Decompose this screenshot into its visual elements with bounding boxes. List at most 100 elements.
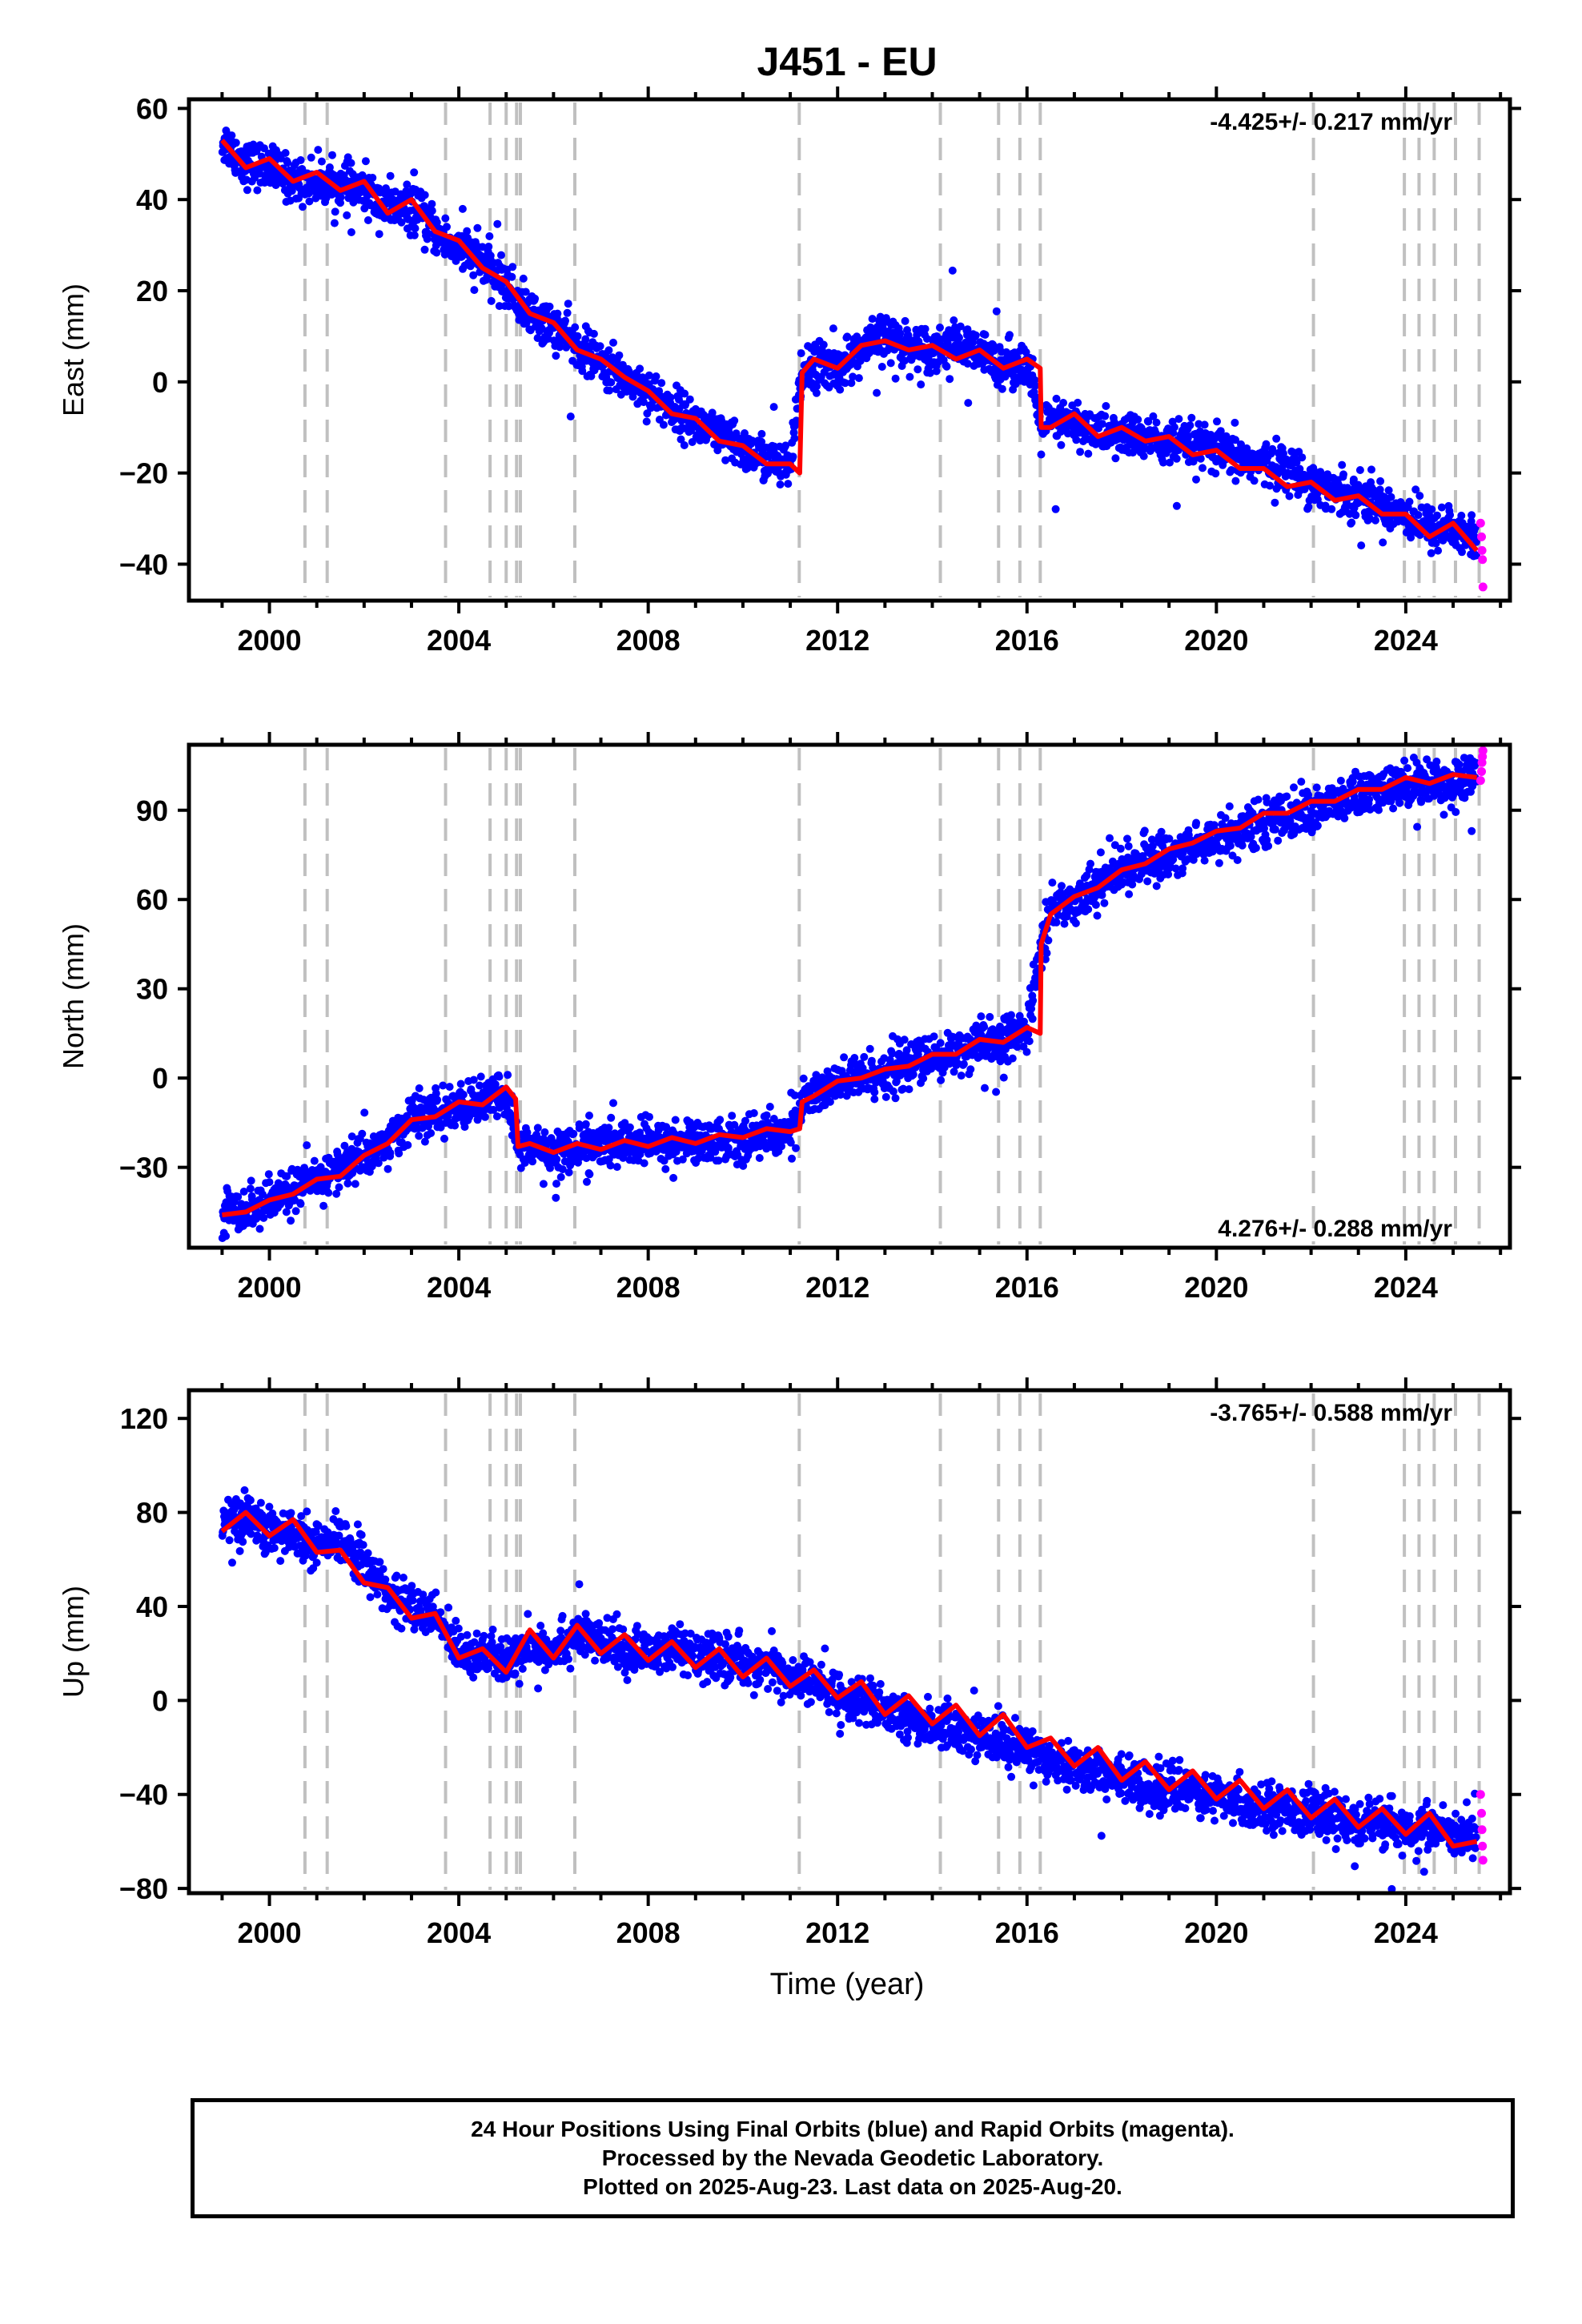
data-point bbox=[1164, 870, 1173, 879]
data-point bbox=[905, 372, 914, 381]
data-point bbox=[1231, 418, 1239, 427]
data-point bbox=[508, 272, 516, 281]
data-point bbox=[533, 334, 542, 343]
data-point bbox=[310, 1156, 319, 1165]
data-point bbox=[765, 1103, 774, 1111]
data-point bbox=[1052, 394, 1061, 403]
data-point bbox=[1351, 511, 1360, 520]
data-point bbox=[917, 380, 926, 389]
data-point bbox=[519, 274, 528, 283]
data-point bbox=[1091, 900, 1100, 909]
data-point bbox=[411, 224, 420, 233]
data-point bbox=[1457, 511, 1466, 520]
data-point bbox=[860, 1052, 869, 1061]
data-point bbox=[317, 157, 326, 166]
data-point bbox=[1283, 792, 1291, 801]
data-point bbox=[1468, 511, 1476, 520]
data-point bbox=[583, 1177, 591, 1186]
data-point bbox=[253, 186, 262, 195]
data-point bbox=[443, 223, 451, 231]
data-point bbox=[440, 1134, 448, 1143]
data-point bbox=[410, 231, 419, 239]
x-tick-label: 2020 bbox=[1184, 624, 1248, 657]
data-point bbox=[1058, 882, 1066, 891]
data-point bbox=[1414, 511, 1423, 520]
data-point bbox=[1074, 398, 1082, 407]
data-point bbox=[458, 204, 467, 213]
data-point bbox=[291, 1207, 300, 1216]
data-point bbox=[493, 219, 502, 228]
data-point bbox=[790, 434, 799, 443]
data-point bbox=[347, 159, 355, 167]
data-point bbox=[822, 381, 831, 390]
data-point bbox=[1096, 848, 1105, 857]
data-point bbox=[636, 364, 644, 373]
data-point bbox=[1072, 436, 1081, 444]
data-point bbox=[930, 1032, 938, 1041]
figure-title: J451 - EU bbox=[757, 39, 937, 84]
data-point bbox=[485, 232, 494, 240]
data-point bbox=[358, 1129, 367, 1138]
data-point bbox=[607, 1113, 616, 1122]
data-point bbox=[1226, 842, 1235, 850]
data-point bbox=[428, 199, 436, 208]
data-point bbox=[368, 174, 377, 182]
data-point bbox=[966, 1065, 975, 1074]
data-point bbox=[1116, 844, 1125, 853]
data-point bbox=[522, 319, 531, 328]
data-point bbox=[1215, 858, 1223, 867]
data-point bbox=[420, 191, 429, 199]
data-point bbox=[1357, 541, 1366, 550]
data-point bbox=[1093, 911, 1102, 920]
data-point bbox=[269, 144, 278, 153]
data-point bbox=[1111, 454, 1120, 463]
data-point bbox=[265, 1178, 274, 1187]
data-point bbox=[331, 207, 339, 216]
data-point bbox=[1427, 505, 1436, 514]
x-tick-label: 2016 bbox=[995, 624, 1059, 657]
data-point bbox=[581, 335, 590, 344]
data-point bbox=[788, 1154, 796, 1163]
x-tick-label: 2012 bbox=[805, 624, 869, 657]
data-point bbox=[480, 1112, 489, 1121]
data-point bbox=[243, 186, 251, 195]
data-point bbox=[881, 1092, 890, 1101]
data-point bbox=[1407, 529, 1415, 537]
data-point bbox=[1387, 493, 1395, 501]
data-point bbox=[865, 1044, 874, 1053]
x-tick-label: 2024 bbox=[1374, 624, 1438, 657]
data-point bbox=[397, 218, 406, 227]
data-point bbox=[1192, 475, 1200, 484]
data-point bbox=[850, 1054, 859, 1062]
data-point bbox=[730, 416, 739, 425]
data-point bbox=[955, 333, 963, 342]
data-point bbox=[604, 346, 613, 355]
data-point bbox=[784, 480, 793, 489]
data-point bbox=[757, 429, 766, 438]
data-point bbox=[797, 349, 805, 358]
data-point bbox=[347, 228, 355, 236]
data-point bbox=[319, 1201, 328, 1210]
rapid-orbit-point bbox=[1478, 555, 1488, 565]
data-point bbox=[977, 1012, 986, 1021]
data-point bbox=[714, 1156, 723, 1165]
data-point bbox=[596, 342, 604, 351]
data-point bbox=[612, 1163, 621, 1172]
data-point bbox=[819, 340, 828, 349]
data-point bbox=[877, 363, 886, 371]
data-point bbox=[1405, 497, 1414, 506]
data-point bbox=[571, 323, 580, 332]
data-point bbox=[296, 156, 305, 164]
data-point bbox=[427, 1129, 436, 1137]
rapid-orbit-point bbox=[1478, 582, 1488, 592]
data-point bbox=[937, 1076, 946, 1084]
data-point bbox=[799, 1074, 808, 1083]
data-point bbox=[1084, 905, 1093, 914]
data-point bbox=[324, 1188, 333, 1197]
data-point bbox=[222, 1232, 231, 1240]
data-point bbox=[1029, 996, 1038, 1005]
data-point bbox=[645, 1112, 653, 1121]
data-point bbox=[566, 412, 575, 421]
data-point bbox=[605, 386, 614, 395]
y-tick-label: 0 bbox=[152, 366, 168, 399]
